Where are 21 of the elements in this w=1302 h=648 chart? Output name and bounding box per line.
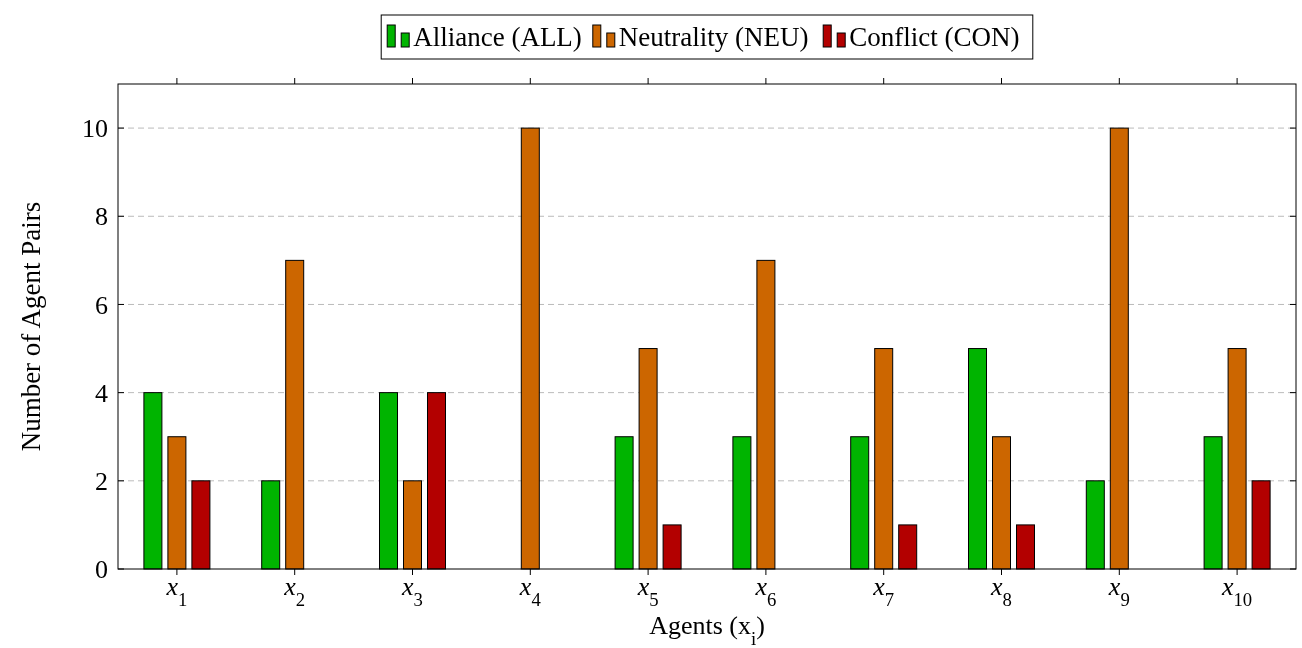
y-tick-label: 0 [95, 555, 108, 585]
x-tick-label: x$_{2}$ [283, 572, 306, 610]
y-tick-label: 10 [82, 114, 108, 144]
x-tick-label: x$_{3}$ [401, 572, 423, 610]
x-tick-label: x$_{5}$ [636, 572, 659, 610]
y-tick-label: 8 [95, 202, 108, 232]
x-tick-label: x$_{7}$ [872, 572, 895, 610]
x-tick-label: x$_{10}$ [1220, 572, 1253, 610]
legend-label: Conflict (CON) [849, 22, 1020, 52]
x-axis-title: Agents (x$_{i}$) [649, 611, 765, 648]
legend-label: Alliance (ALL) [413, 22, 582, 52]
x-tick-label: x$_{6}$ [754, 572, 777, 610]
y-axis-title: Number of Agent Pairs [16, 201, 46, 452]
x-tick-label: x$_{8}$ [990, 572, 1012, 610]
y-tick-label: 4 [95, 378, 108, 408]
x-tick-label: x$_{1}$ [165, 572, 188, 610]
x-tick-label: x$_{4}$ [518, 572, 542, 610]
y-tick-label: 6 [95, 290, 108, 320]
legend-label: Neutrality (NEU) [618, 22, 809, 52]
y-tick-label: 2 [95, 466, 108, 496]
x-tick-label: x$_{9}$ [1107, 572, 1130, 610]
